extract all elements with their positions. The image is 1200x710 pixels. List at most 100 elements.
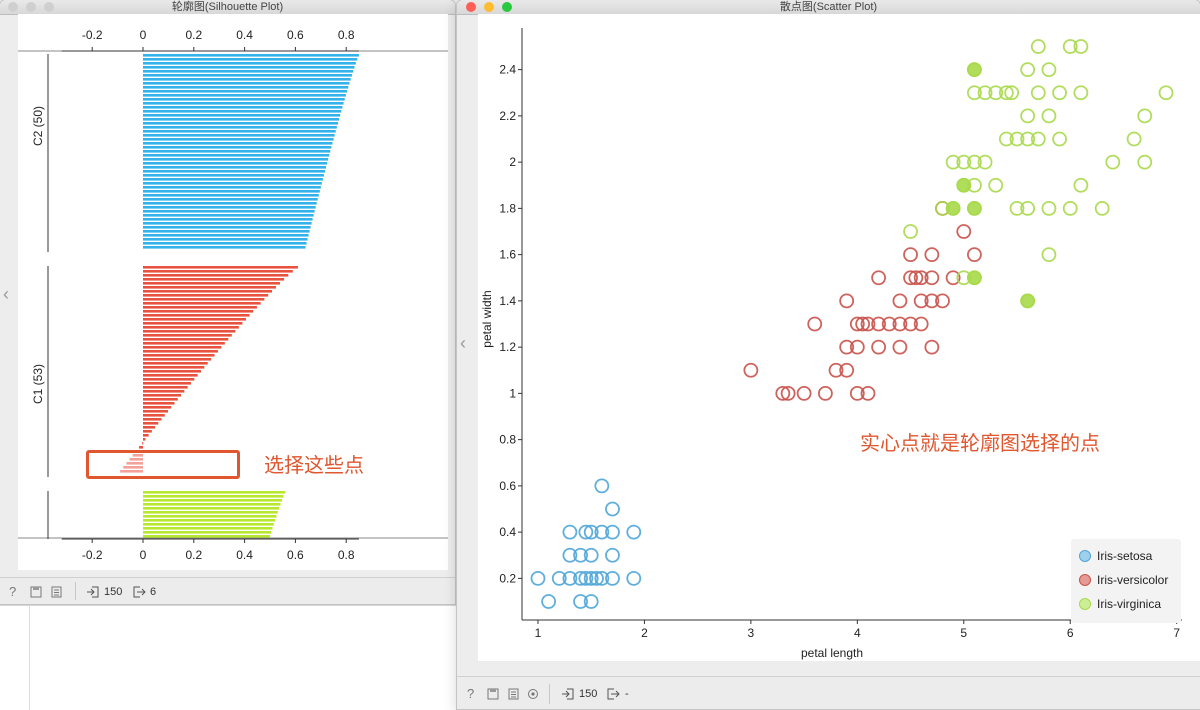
- input-count: 150: [579, 687, 598, 700]
- data-point: [903, 224, 918, 239]
- silhouette-bar: [143, 310, 254, 313]
- help-icon[interactable]: ?: [9, 584, 17, 599]
- silhouette-bar: [143, 507, 280, 510]
- silhouette-bar: [143, 422, 159, 425]
- data-point: [988, 177, 1004, 193]
- data-point: [945, 270, 961, 286]
- silhouette-bar: [143, 198, 318, 201]
- data-point: [743, 362, 759, 378]
- silhouette-bar: [143, 503, 281, 506]
- data-point: [807, 316, 823, 332]
- silhouette-bar: [143, 362, 208, 365]
- y-tick-label: 2: [509, 155, 516, 169]
- data-point: [1094, 200, 1110, 216]
- help-icon[interactable]: ?: [467, 686, 475, 701]
- data-point: [573, 594, 588, 609]
- data-point: [1073, 85, 1089, 101]
- legend-item-virginica[interactable]: Iris-virginica: [1079, 596, 1161, 612]
- legend-item-setosa[interactable]: Iris-setosa: [1079, 548, 1152, 564]
- silhouette-bar: [143, 290, 273, 293]
- data-point: [839, 362, 855, 378]
- minimize-window-button[interactable]: [26, 2, 36, 12]
- silhouette-bar: [143, 74, 352, 77]
- close-window-button[interactable]: [466, 2, 476, 12]
- data-point: [541, 594, 557, 609]
- minimize-window-button[interactable]: [484, 2, 494, 12]
- silhouette-bar: [143, 286, 276, 289]
- report-icon[interactable]: [51, 578, 62, 604]
- silhouette-bar: [143, 166, 327, 169]
- data-point: [892, 293, 908, 309]
- data-point: [855, 316, 871, 332]
- zoom-window-button[interactable]: [502, 2, 512, 12]
- silhouette-bar: [143, 134, 335, 137]
- collapse-panel-chevron-icon[interactable]: ‹: [460, 333, 466, 353]
- zoom-window-button[interactable]: [44, 2, 54, 12]
- silhouette-bar: [143, 70, 354, 73]
- silhouette-bar: [143, 126, 337, 129]
- data-point: [530, 570, 546, 586]
- data-point: [626, 570, 642, 586]
- silhouette-top-tick-label: 0.4: [236, 28, 253, 42]
- data-point: [605, 524, 620, 540]
- silhouette-bar: [143, 527, 273, 530]
- silhouette-bar: [143, 206, 316, 209]
- close-window-button[interactable]: [8, 2, 18, 12]
- silhouette-bar: [143, 298, 265, 301]
- silhouette-bar: [143, 54, 359, 57]
- silhouette-chart[interactable]: -0.2 -0.2 0 0 0.2 0.2 0.4 0.4 0.6 0.6 0.8 0.8 C2 (50…: [18, 14, 448, 570]
- silhouette-bar: [143, 174, 324, 177]
- silhouette-bar: [143, 410, 168, 413]
- save-icon[interactable]: [30, 578, 42, 604]
- legend-item-versicolor[interactable]: Iris-versicolor: [1079, 572, 1168, 588]
- save-icon[interactable]: [487, 677, 499, 709]
- scatter-titlebar[interactable]: 散点图(Scatter Plot): [457, 0, 1200, 15]
- scatter-plot-area[interactable]: 1 2 3 4 5 6 7 0.2 0.4 0.6 0.8 1 1.2 1.4 1.6 1.8 2 2.2 2.4 p…: [478, 14, 1200, 661]
- input-icon: [561, 677, 574, 709]
- data-point: [967, 154, 982, 170]
- data-point: [578, 524, 594, 540]
- data-point: [924, 270, 940, 286]
- silhouette-bar: [143, 302, 261, 305]
- data-point: [1126, 131, 1142, 147]
- silhouette-statusbar: ? 150 6: [0, 577, 455, 604]
- data-point: [892, 316, 908, 332]
- silhouette-plot-area[interactable]: -0.2 -0.2 0 0 0.2 0.2 0.4 0.4 0.6 0.6 0.8 0.8 C2 (50…: [18, 14, 448, 570]
- silhouette-titlebar[interactable]: 轮廓图(Silhouette Plot): [0, 0, 455, 15]
- scatter-window-title: 散点图(Scatter Plot): [779, 1, 878, 13]
- data-point: [1041, 108, 1057, 124]
- silhouette-top-tick-label: 0.8: [338, 28, 355, 42]
- silhouette-bar: [143, 150, 331, 153]
- data-point: [583, 547, 599, 563]
- silhouette-bar: [143, 318, 246, 321]
- data-point: [1020, 62, 1036, 78]
- data-point: [871, 270, 887, 286]
- silhouette-bar: [143, 270, 293, 273]
- scatter-legend[interactable]: Iris-setosa Iris-versicolor Iris-virgini…: [1071, 539, 1181, 623]
- report-icon[interactable]: [508, 677, 519, 709]
- silhouette-bar: [143, 94, 346, 97]
- y-tick-label: 1.4: [499, 294, 516, 308]
- data-point: [935, 293, 950, 309]
- collapse-panel-chevron-icon[interactable]: ‹: [3, 284, 9, 304]
- y-axis-title: petal width: [480, 290, 494, 347]
- select-points-annotation: 选择这些点: [264, 453, 364, 477]
- silhouette-top-tick-label: 0.2: [185, 28, 202, 42]
- data-point: [1020, 108, 1036, 124]
- data-point: [1137, 108, 1153, 124]
- data-point: [1030, 131, 1046, 147]
- data-point: [1105, 154, 1121, 170]
- silhouette-bar: [143, 378, 195, 381]
- data-point: [956, 224, 972, 239]
- data-point: [573, 547, 588, 563]
- silhouette-bar: [143, 162, 328, 165]
- silhouette-bar: [143, 390, 185, 393]
- silhouette-bar: [143, 354, 215, 357]
- data-point: [1041, 247, 1057, 263]
- silhouette-bar: [143, 190, 320, 193]
- data-point: [562, 547, 578, 563]
- visual-settings-icon[interactable]: [527, 677, 539, 709]
- silhouette-bar: [143, 238, 308, 241]
- input-count: 150: [104, 585, 123, 598]
- data-point: [589, 570, 604, 586]
